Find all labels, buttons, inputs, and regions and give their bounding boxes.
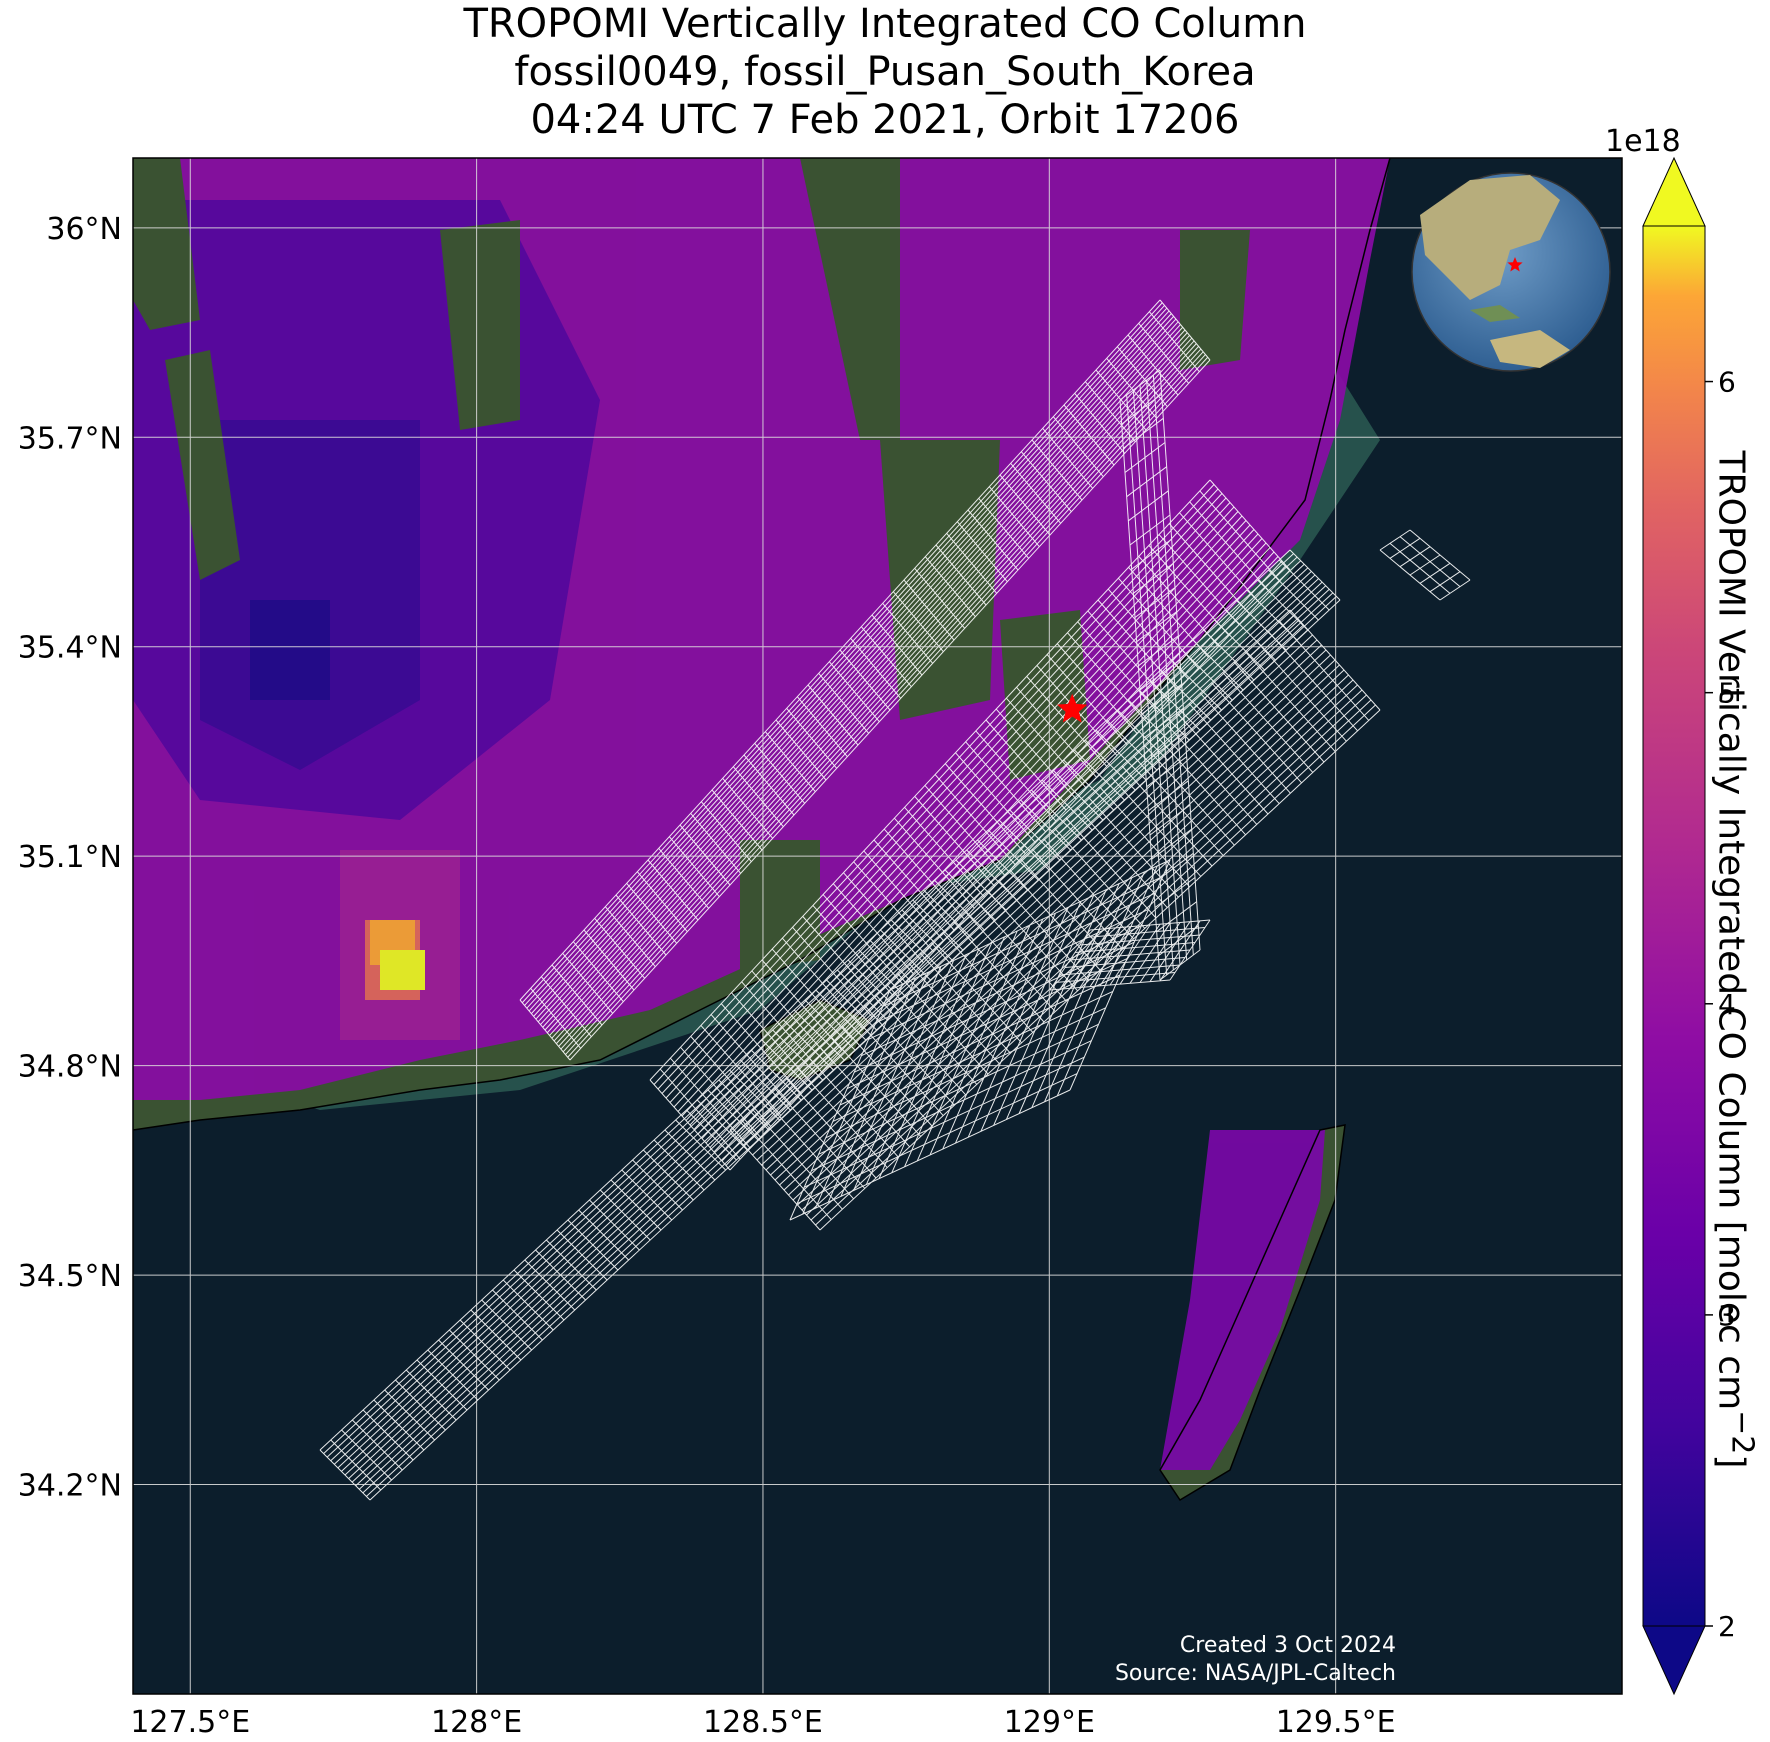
y-tick-label-5: 34.5°N <box>18 1259 122 1294</box>
colorbar-tick-label-0: 2 <box>1718 1610 1736 1643</box>
satellite-swath-grid <box>319 299 1471 1501</box>
colorbar-tick-label-2: 4 <box>1718 988 1736 1021</box>
map-gridlines <box>133 158 1622 1694</box>
x-tick-label-2: 128.5°E <box>703 1705 823 1740</box>
colorbar-tick-label-1: 3 <box>1718 1299 1736 1332</box>
colorbar-title-exponent: −2 <box>1724 1410 1760 1455</box>
y-tick-label-0: 36°N <box>46 212 122 247</box>
map-area <box>133 158 1622 1694</box>
credit-source: Source: NASA/JPL-Caltech <box>1114 1661 1396 1686</box>
title-line-3: 04:24 UTC 7 Feb 2021, Orbit 17206 <box>530 97 1240 143</box>
x-tick-label-1: 128°E <box>431 1705 522 1740</box>
y-tick-label-6: 34.2°N <box>18 1469 122 1504</box>
swath-band-7 <box>1379 529 1471 601</box>
figure-title: TROPOMI Vertically Integrated CO Column … <box>0 0 1770 144</box>
land-gaps <box>133 158 1250 970</box>
y-tick-label-4: 34.8°N <box>18 1050 122 1085</box>
swath-band-6 <box>789 859 1171 1221</box>
colorbar-title-text: TROPOMI Vertically Integrated CO Column … <box>1710 450 1752 1411</box>
globe-indonesia-land <box>1470 305 1520 322</box>
map-frame <box>132 157 1623 1695</box>
target-star-icon <box>1057 693 1088 723</box>
swath-band-3 <box>1119 369 1201 981</box>
y-tick-label-2: 35.4°N <box>18 631 122 666</box>
title-line-2: fossil0049, fossil_Pusan_South_Korea <box>514 49 1256 95</box>
x-tick-label-0: 127.5°E <box>130 1705 250 1740</box>
colorbar-ticks: 2 3 4 5 6 <box>1705 366 1736 1643</box>
y-tick-label-1: 35.7°N <box>18 421 122 456</box>
y-tick-label-3: 35.1°N <box>18 840 122 875</box>
colorbar-title: TROPOMI Vertically Integrated CO Column … <box>1711 410 1760 1510</box>
swath-band-4 <box>319 549 1341 1501</box>
x-tick-label-4: 129.5°E <box>1276 1705 1396 1740</box>
colorbar: 2 3 4 5 6 <box>1642 156 1736 1696</box>
co-pixels <box>133 158 1390 1470</box>
colorbar-tick-label-4: 6 <box>1718 366 1736 399</box>
x-tick-label-3: 129°E <box>1004 1705 1095 1740</box>
globe-australia-land <box>1490 330 1570 368</box>
credit-created: Created 3 Oct 2024 <box>1179 1633 1396 1658</box>
y-axis-ticks: 36°N 35.7°N 35.4°N 35.1°N 34.8°N 34.5°N 34.2°N <box>18 212 122 1504</box>
inset-globe <box>1411 172 1611 372</box>
colorbar-extend-top <box>1642 156 1706 227</box>
colorbar-gradient <box>1642 225 1706 1627</box>
x-axis-ticks: 127.5°E 128°E 128.5°E 129°E 129.5°E <box>130 1705 1395 1740</box>
globe-asia-land <box>1420 175 1560 300</box>
colorbar-extend-bottom <box>1642 1625 1706 1696</box>
title-line-1: TROPOMI Vertically Integrated CO Column <box>463 1 1307 47</box>
swath-band-0 <box>519 299 1211 1061</box>
globe-marker-star-icon <box>1507 257 1523 272</box>
colorbar-title-end: ] <box>1710 1454 1752 1469</box>
colorbar-tick-label-3: 5 <box>1718 677 1736 710</box>
colorbar-multiplier: 1e18 <box>1605 124 1681 159</box>
